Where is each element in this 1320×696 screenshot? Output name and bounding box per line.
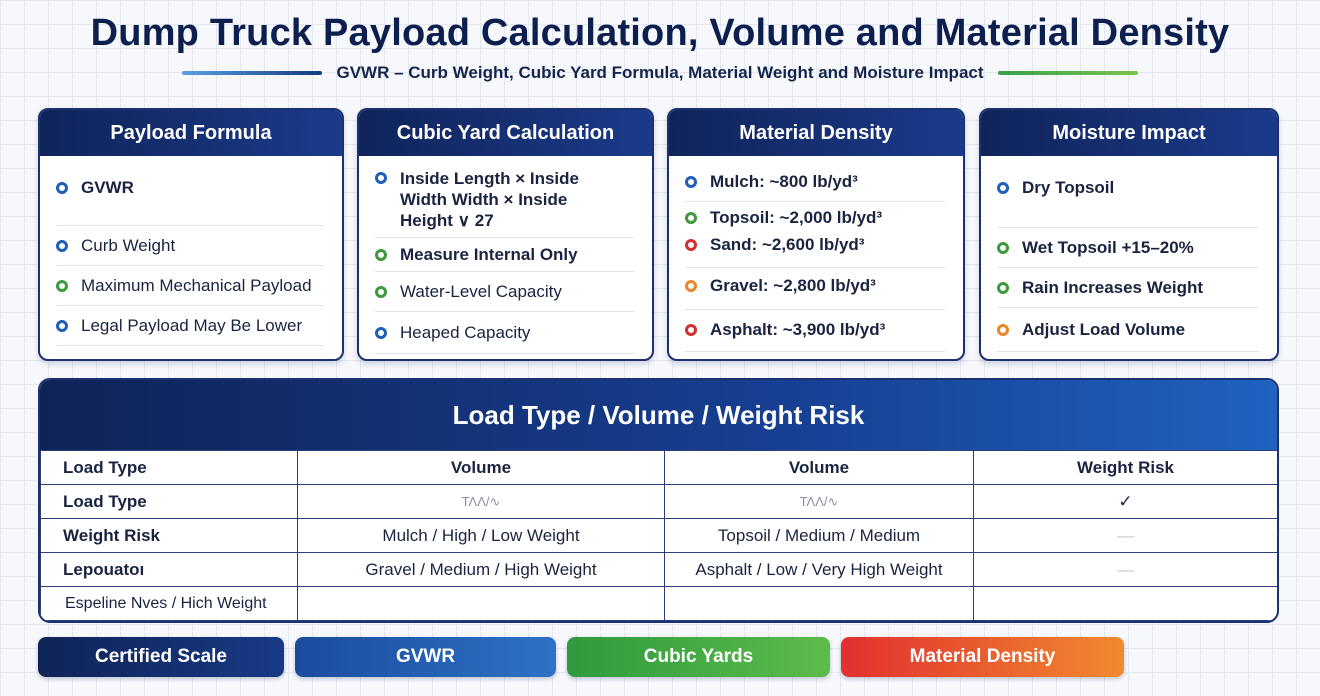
list-item: Inside Length × Inside Width Width × Ins… [375, 168, 634, 238]
table-cell: Espeline Nves / Hich Weight [40, 586, 298, 621]
column-header-load-type: Load Type [40, 450, 298, 485]
subtitle-row: GVWR – Curb Weight, Cubic Yard Formula, … [0, 62, 1320, 84]
bullet-icon [375, 172, 387, 184]
load-type-table: Load Type Volume Volume Weight Risk Load… [40, 450, 1277, 621]
list-item-label: Asphalt: ~3,900 lb/yd³ [710, 320, 886, 339]
dash-icon: — [973, 518, 1277, 553]
bullet-icon [375, 249, 387, 261]
page-subtitle: GVWR – Curb Weight, Cubic Yard Formula, … [336, 63, 984, 82]
dash-icon: — [973, 552, 1277, 587]
table-cell: Topsoil / Medium / Medium [664, 518, 974, 553]
list-item-label: Topsoil: ~2,000 lb/yd³ [710, 208, 883, 227]
page-title: Dump Truck Payload Calculation, Volume a… [90, 12, 1230, 54]
bullet-icon [685, 280, 697, 292]
list-item-label: Rain Increases Weight [1022, 278, 1204, 297]
bullet-icon [997, 242, 1009, 254]
cubic-yards-button[interactable]: Cubic Yards [567, 637, 830, 677]
list-item: Rain Increases Weight [997, 268, 1259, 308]
list-item: Water-Level Capacity [375, 272, 634, 312]
card-title: Cubic Yard Calculation [359, 110, 652, 156]
card-moisture-impact: Moisture Impact Dry Topsoil Wet Topsoil … [979, 108, 1279, 361]
list-item: Adjust Load Volume [997, 308, 1259, 352]
bullet-icon [685, 324, 697, 336]
list-item-label: Inside Length × Inside Width Width × Ins… [400, 169, 579, 230]
list-item-label: Sand: ~2,600 lb/yd³ [710, 235, 865, 254]
list-item: Wet Topsoil +15–20% [997, 228, 1259, 268]
checkmark-icon: ✓ [973, 484, 1277, 519]
card-title: Material Density [669, 110, 963, 156]
card-payload-formula: Payload Formula GVWR Curb Weight Maximum… [38, 108, 344, 361]
gvwr-button[interactable]: GVWR [295, 637, 556, 677]
table-title: Load Type / Volume / Weight Risk [40, 380, 1277, 450]
bullet-icon [997, 182, 1009, 194]
card-material-density: Material Density Mulch: ~800 lb/yd³ Tops… [667, 108, 965, 361]
table-row: Load Type ΤΛΛ/∿ ΤΛΛ/∿ ✓ [40, 484, 1277, 519]
list-item: Mulch: ~800 lb/yd³ [685, 168, 945, 202]
table-cell: Load Type [40, 484, 298, 519]
list-item-label: Measure Internal Only [400, 245, 578, 264]
bullet-icon [375, 327, 387, 339]
list-item-label: Legal Payload May Be Lower [81, 316, 303, 335]
list-item-label: Adjust Load Volume [1022, 320, 1186, 339]
bullet-icon [685, 239, 697, 251]
table-cell: Gravel / Medium / High Weight [297, 552, 665, 587]
list-item: Legal Payload May Be Lower [56, 306, 324, 346]
table-row: Espeline Nves / Hich Weight [40, 586, 1277, 621]
bullet-icon [997, 282, 1009, 294]
table-header-row: Load Type Volume Volume Weight Risk [40, 450, 1277, 485]
list-item: Dry Topsoil [997, 178, 1259, 228]
table-cell: Asphalt / Low / Very High Weight [664, 552, 974, 587]
list-item: Maximum Mechanical Payload [56, 266, 324, 306]
list-item: Heaped Capacity [375, 312, 634, 354]
list-item: Topsoil: ~2,000 lb/yd³ [685, 202, 945, 232]
certified-scale-button[interactable]: Certified Scale [38, 637, 284, 677]
column-header-weight-risk: Weight Risk [973, 450, 1277, 485]
bullet-icon [685, 176, 697, 188]
list-item: GVWR [56, 178, 324, 226]
bullet-icon [685, 212, 697, 224]
list-item-label: Maximum Mechanical Payload [81, 276, 312, 295]
bullet-icon [56, 320, 68, 332]
material-density-button[interactable]: Material Density [841, 637, 1124, 677]
list-item-label: Dry Topsoil [1022, 178, 1115, 197]
table-row: Lepouatoı Gravel / Medium / High Weight … [40, 552, 1277, 587]
table-cell: ΤΛΛ/∿ [664, 484, 974, 519]
table-cell [973, 586, 1277, 621]
list-item: Measure Internal Only [375, 238, 634, 272]
table-cell [297, 586, 665, 621]
card-title: Payload Formula [40, 110, 342, 156]
list-item: Sand: ~2,600 lb/yd³ [685, 232, 945, 268]
list-item: Gravel: ~2,800 lb/yd³ [685, 268, 945, 310]
column-header-volume: Volume [297, 450, 665, 485]
list-item-label: Heaped Capacity [400, 323, 531, 342]
list-item-label: Wet Topsoil +15–20% [1022, 238, 1194, 257]
card-cubic-yard-calculation: Cubic Yard Calculation Inside Length × I… [357, 108, 654, 361]
subtitle-divider-left [182, 71, 323, 75]
list-item-label: Curb Weight [81, 236, 176, 255]
bullet-icon [997, 324, 1009, 336]
bullet-icon [375, 286, 387, 298]
column-header-volume: Volume [664, 450, 974, 485]
card-title: Moisture Impact [981, 110, 1277, 156]
list-item-label: GVWR [81, 178, 134, 197]
list-item-label: Mulch: ~800 lb/yd³ [710, 172, 858, 191]
list-item: Curb Weight [56, 226, 324, 266]
subtitle-divider-right [997, 71, 1138, 75]
table-cell: Lepouatoı [40, 552, 298, 587]
table-cell: Weight Risk [40, 518, 298, 553]
table-row: Weight Risk Mulch / High / Low Weight To… [40, 518, 1277, 553]
table-cell [664, 586, 974, 621]
bullet-icon [56, 182, 68, 194]
table-cell: Mulch / High / Low Weight [297, 518, 665, 553]
bullet-icon [56, 280, 68, 292]
list-item: Asphalt: ~3,900 lb/yd³ [685, 310, 945, 352]
bullet-icon [56, 240, 68, 252]
table-cell: ΤΛΛ/∿ [297, 484, 665, 519]
list-item-label: Water-Level Capacity [400, 282, 562, 301]
load-type-table-panel: Load Type / Volume / Weight Risk Load Ty… [38, 378, 1279, 623]
list-item-label: Gravel: ~2,800 lb/yd³ [710, 276, 876, 295]
